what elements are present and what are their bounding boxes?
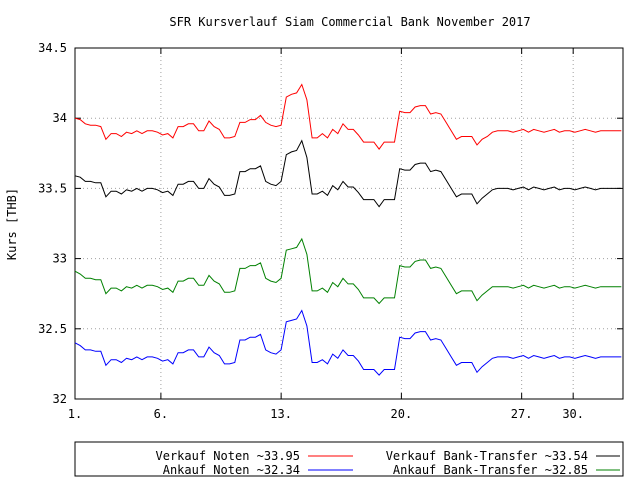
legend-label: Ankauf Bank-Transfer ~32.85 bbox=[393, 463, 588, 477]
y-tick-label: 33 bbox=[53, 252, 67, 266]
legend-label: Verkauf Bank-Transfer ~33.54 bbox=[386, 449, 588, 463]
series-line-4 bbox=[74, 237, 622, 305]
grid-lines bbox=[75, 48, 623, 399]
x-tick-label: 1. bbox=[68, 407, 82, 421]
y-axis: 32 32.5 33 33.5 34 34.5 bbox=[38, 41, 623, 406]
y-tick-label: 32 bbox=[53, 392, 67, 406]
x-tick-label: 20. bbox=[391, 407, 413, 421]
series-line-2 bbox=[74, 139, 622, 208]
series-line-3 bbox=[74, 309, 622, 376]
chart-title: SFR Kursverlauf Siam Commercial Bank Nov… bbox=[169, 15, 530, 29]
y-tick-label: 32.5 bbox=[38, 322, 67, 336]
series-lines bbox=[74, 83, 622, 376]
x-tick-label: 30. bbox=[562, 407, 584, 421]
x-tick-label: 13. bbox=[270, 407, 292, 421]
plot-frame bbox=[74, 47, 624, 400]
y-tick-label: 33.5 bbox=[38, 181, 67, 195]
legend-label: Ankauf Noten ~32.34 bbox=[163, 463, 300, 477]
y-tick-label: 34 bbox=[53, 111, 67, 125]
x-tick-label: 6. bbox=[154, 407, 168, 421]
x-axis: 1. 6. 13. 20. 27. 30. bbox=[68, 48, 584, 421]
y-tick-label: 34.5 bbox=[38, 41, 67, 55]
legend-label: Verkauf Noten ~33.95 bbox=[156, 449, 301, 463]
series-line-1 bbox=[74, 83, 622, 150]
legend: Verkauf Noten ~33.95 Verkauf Bank-Transfe… bbox=[74, 441, 624, 477]
x-tick-label: 27. bbox=[511, 407, 533, 421]
y-axis-label: Kurs [THB] bbox=[5, 188, 19, 260]
